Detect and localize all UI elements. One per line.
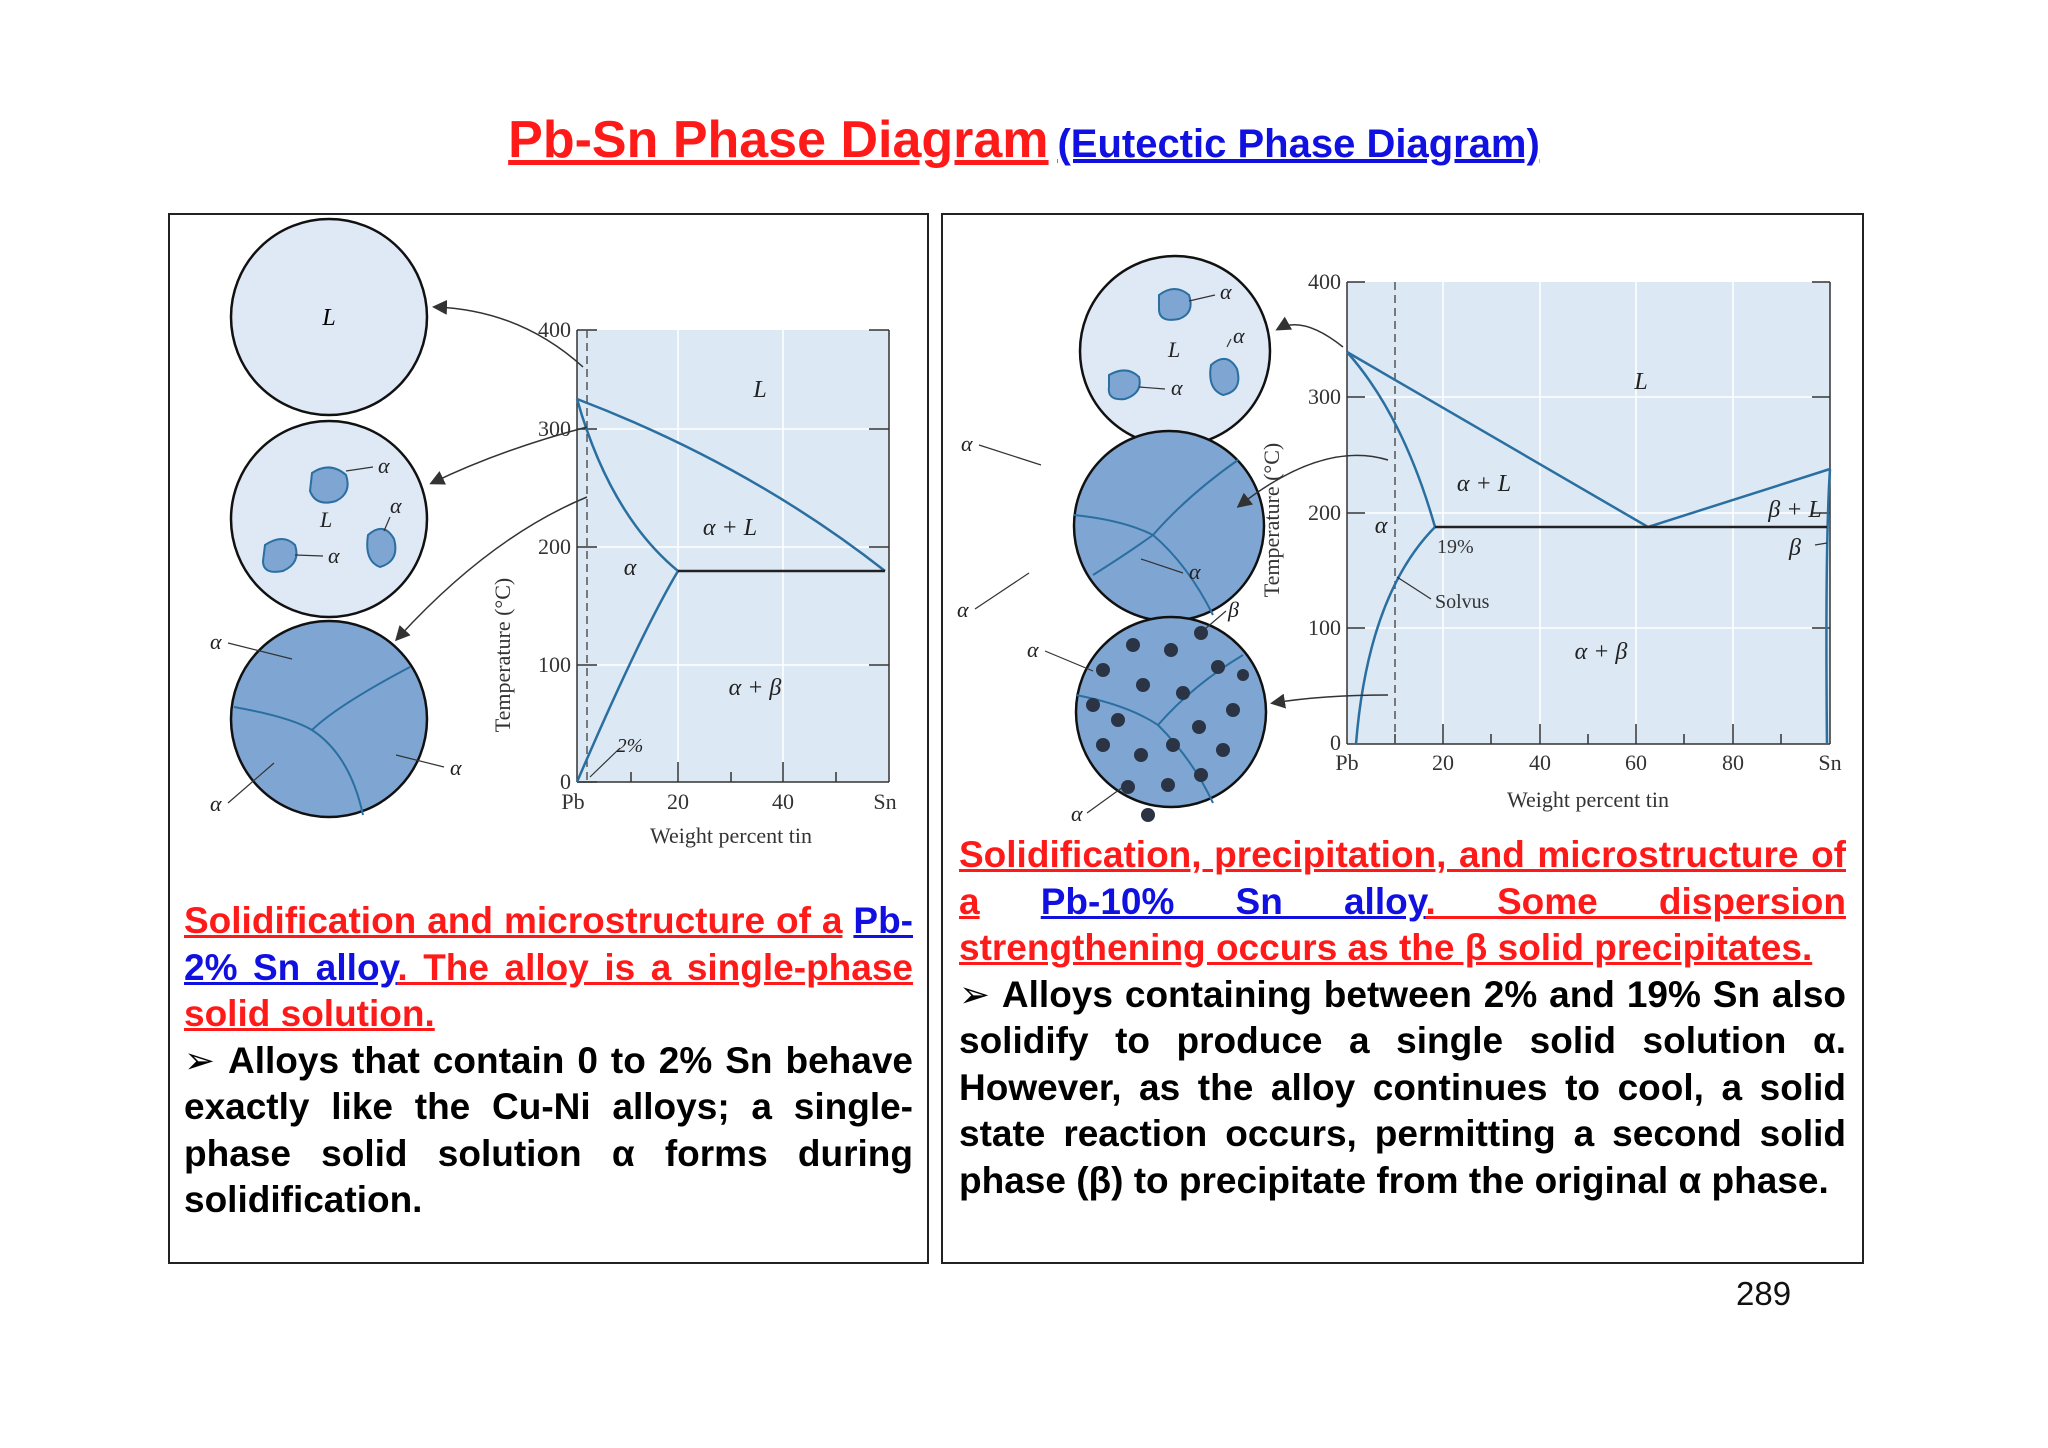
circle-label: α [961, 431, 973, 456]
y-tick: 0 [1330, 730, 1341, 755]
left-panel: 400 300 200 100 0 Pb 20 40 Sn Weight per… [168, 213, 929, 1264]
circle-label: α [210, 629, 222, 654]
x-tick: 40 [1529, 750, 1551, 775]
region-l-label: L [1633, 369, 1647, 395]
caption-alloy: Pb-2% Sn alloy [184, 900, 914, 988]
right-text: Solidification, precipitation, and micro… [959, 832, 1846, 1204]
caption-red: . Some dispersion strengthening occurs a… [959, 880, 1846, 969]
x-tick: 20 [667, 789, 689, 814]
page-number: 289 [1736, 1275, 1792, 1312]
circle-label: α [957, 597, 969, 622]
circle-label: α [1027, 637, 1039, 662]
circle-label: L [321, 305, 335, 331]
region-alpha-label: α [624, 555, 637, 581]
x-tick: 20 [1432, 750, 1454, 775]
bullet-arrow-icon: ➢ [184, 1039, 216, 1081]
y-tick: 300 [538, 416, 571, 441]
title-main: Pb-Sn Phase Diagram [508, 111, 1049, 169]
region-beta-label: β [1788, 535, 1801, 561]
caption-red: . The alloy is a single-phase solid solu… [184, 946, 914, 1035]
circle-label: α [450, 755, 462, 780]
caption-red: Solidification, precipitation, and micro… [959, 834, 1846, 922]
region-alpha-label: α [1375, 513, 1388, 539]
circle-label: α [1171, 375, 1183, 400]
circle-label: α [390, 493, 402, 518]
circle-label: α [328, 543, 340, 568]
region-beta-l-label: β + L [1767, 497, 1822, 523]
circle-label: L [319, 507, 332, 532]
title-sub: (Eutectic Phase Diagram) [1057, 122, 1540, 166]
plot-area [577, 330, 889, 782]
region-alpha-l-label: α + L [703, 515, 757, 541]
x-tick: Sn [873, 789, 896, 814]
bullet-arrow-icon: ➢ [959, 973, 991, 1015]
left-phase-diagram: 400 300 200 100 0 Pb 20 40 Sn Weight per… [210, 217, 897, 848]
x-tick: 40 [772, 789, 794, 814]
region-alpha-beta-label: α + β [1575, 639, 1628, 665]
microstructure-solid-alpha [1072, 429, 1266, 623]
region-alpha-l-label: α + L [1457, 471, 1511, 497]
caption-alloy: Pb-10% Sn alloy [1040, 880, 1426, 922]
phase-boundaries [575, 397, 886, 783]
y-tick: 300 [1308, 384, 1341, 409]
microstructure-liquid [229, 217, 429, 417]
circle-label: β [1227, 597, 1239, 622]
microstructure-solid-alpha [229, 619, 429, 819]
composition-label: 2% [617, 735, 644, 757]
label-19-percent: 19% [1437, 536, 1474, 558]
y-tick: 200 [538, 534, 571, 559]
beta-precipitates [1086, 626, 1249, 822]
caption-red: Solidification and microstructure of a [184, 900, 843, 941]
x-tick: Pb [561, 789, 584, 814]
region-l-label: L [752, 377, 766, 403]
circle-label: α [1220, 279, 1232, 304]
page-title: Pb-Sn Phase Diagram (Eutectic Phase Diag… [0, 110, 2048, 180]
x-tick: Pb [1335, 750, 1358, 775]
circle-label: α [378, 453, 390, 478]
circle-label: α [1071, 801, 1083, 826]
x-tick: Sn [1818, 750, 1841, 775]
circle-label: L [1167, 337, 1180, 362]
y-tick: 200 [1308, 500, 1341, 525]
x-tick: 80 [1722, 750, 1744, 775]
x-axis-label: Weight percent tin [650, 823, 812, 848]
right-phase-diagram: 400 300 200 100 0 Pb 20 40 60 80 Sn Weig… [957, 254, 1842, 826]
bullet-text: Alloys containing between 2% and 19% Sn … [959, 973, 1846, 1201]
region-alpha-beta-label: α + β [729, 675, 782, 701]
bullet-text: Alloys that contain 0 to 2% Sn behave ex… [184, 1039, 913, 1221]
x-axis-label: Weight percent tin [1507, 787, 1669, 812]
y-tick: 0 [560, 769, 571, 794]
y-axis-label: Temperature (°C) [490, 578, 515, 732]
y-tick: 100 [538, 652, 571, 677]
label-solvus: Solvus [1435, 591, 1490, 613]
circle-label: α [1233, 323, 1245, 348]
circle-label: α [210, 791, 222, 816]
circle-label: α [1189, 559, 1201, 584]
y-tick: 100 [1308, 615, 1341, 640]
x-tick: 60 [1625, 750, 1647, 775]
left-text: Solidification and microstructure of a P… [184, 898, 913, 1224]
right-panel: 400 300 200 100 0 Pb 20 40 60 80 Sn Weig… [941, 213, 1864, 1264]
y-tick: 400 [1308, 269, 1341, 294]
